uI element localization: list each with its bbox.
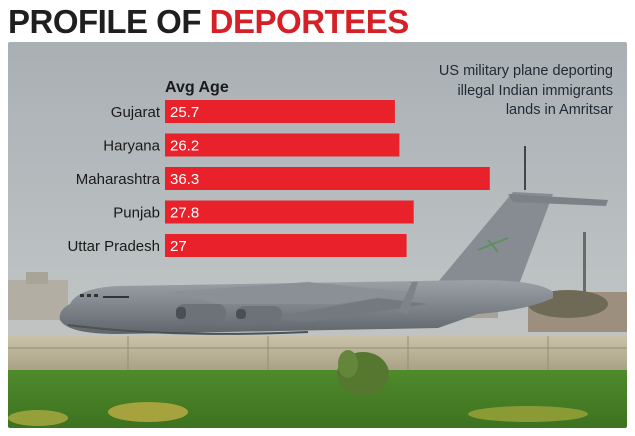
shrubs: [8, 350, 588, 426]
value-label-punjab: 27.8: [170, 205, 199, 222]
title-part-1: PROFILE OF: [8, 3, 210, 40]
bar-maharashtra: [165, 167, 490, 190]
avg-age-bar-chart: Avg Age Gujarat 25.7 Haryana 26.2 Maharashtr…: [67, 79, 490, 257]
bar-gujarat: [165, 100, 395, 123]
background-photo: Avg Age Gujarat 25.7 Haryana 26.2 Maharashtr…: [8, 42, 627, 428]
bar-uttar-pradesh: [165, 234, 407, 257]
title-part-2: DEPORTEES: [209, 3, 410, 40]
category-label-uttar-pradesh: Uttar Pradesh: [67, 238, 160, 255]
wall-joints: [8, 336, 627, 370]
chart-title: Avg Age: [165, 79, 229, 96]
value-label-gujarat: 25.7: [170, 104, 199, 121]
value-label-haryana: 26.2: [170, 138, 199, 155]
photo-caption: US military plane deporting illegal Indi…: [438, 63, 613, 118]
category-label-haryana: Haryana: [103, 138, 160, 155]
page-title: PROFILE OF DEPORTEES: [8, 2, 409, 42]
value-label-maharashtra: 36.3: [170, 171, 199, 188]
category-label-maharashtra: Maharashtra: [76, 171, 161, 188]
bar-punjab: [165, 200, 414, 224]
bar-haryana: [165, 133, 400, 157]
photo-illustration: Avg Age Gujarat 25.7 Haryana 26.2 Maharashtr…: [8, 42, 627, 428]
category-label-punjab: Punjab: [113, 205, 160, 222]
boundary-wall: [8, 336, 627, 370]
value-label-uttar-pradesh: 27: [170, 238, 187, 255]
category-label-gujarat: Gujarat: [111, 104, 161, 121]
aircraft: [59, 192, 608, 335]
